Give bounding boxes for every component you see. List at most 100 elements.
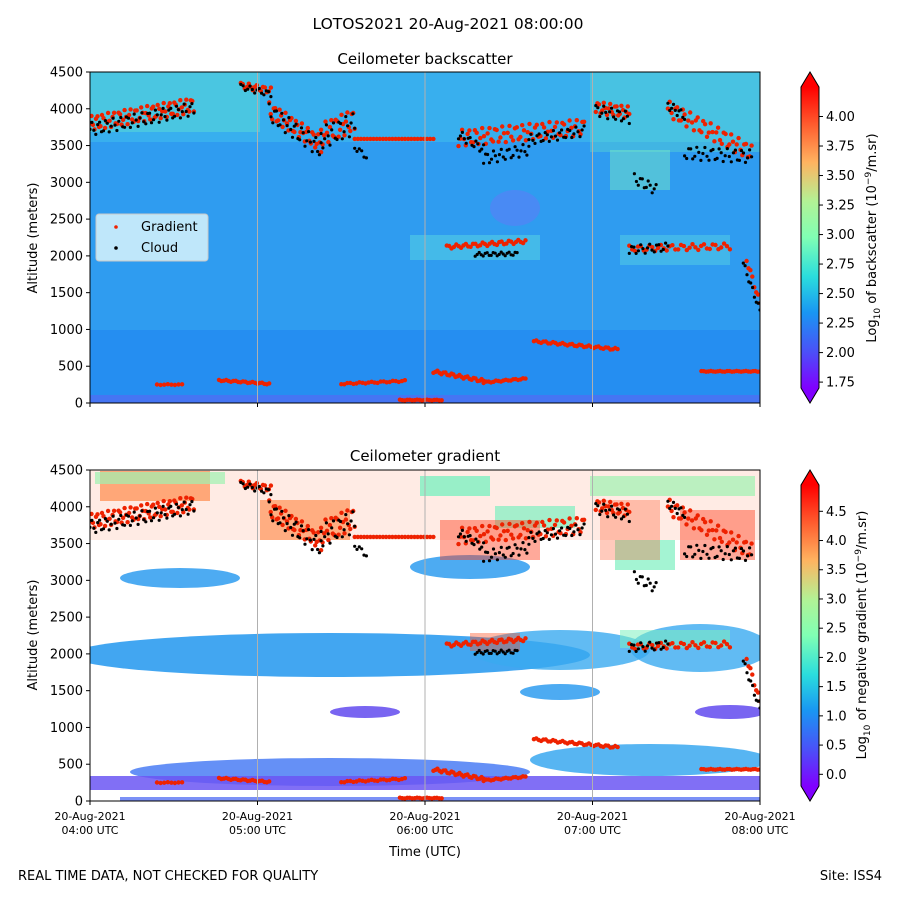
gradient-marker [175, 510, 180, 516]
cloud-marker [683, 154, 687, 158]
cloud-marker [729, 558, 733, 562]
gradient-marker [520, 521, 525, 526]
gradient-marker [323, 517, 328, 522]
cloud-marker [98, 120, 102, 124]
cloud-marker [482, 143, 486, 147]
cloud-marker [515, 649, 519, 653]
cloud-marker [178, 514, 182, 518]
cloud-marker [707, 556, 711, 560]
cloud-marker [619, 119, 624, 123]
cloud-marker [537, 132, 541, 136]
gradient-marker [503, 537, 508, 543]
gradient-marker [167, 499, 172, 504]
gradient-marker [361, 534, 367, 540]
cloud-marker [163, 513, 167, 517]
gradient-marker [145, 501, 150, 507]
cloud-marker [699, 158, 703, 162]
gradient-marker [154, 382, 160, 387]
x-tick-time: 04:00 UTC [61, 824, 118, 837]
y-tick-label: 2500 [50, 611, 83, 626]
gradient-marker [615, 346, 620, 352]
cloud-marker [547, 537, 551, 542]
gradient-marker [428, 136, 433, 142]
cloud-marker [715, 156, 719, 160]
cloud-marker [113, 521, 117, 525]
cloud-marker [477, 250, 481, 255]
gradient-marker [148, 515, 153, 520]
cloud-marker [353, 126, 357, 130]
cloud-marker [501, 553, 505, 557]
cloud-marker [474, 537, 478, 541]
gradient-marker [543, 534, 549, 539]
gradient-marker [327, 522, 333, 528]
cloud-marker [507, 147, 511, 151]
cloud-marker [267, 500, 271, 504]
gradient-marker [505, 528, 510, 533]
gradient-marker [345, 508, 350, 513]
gradient-marker [699, 528, 704, 533]
cloud-marker [661, 645, 665, 650]
cloud-marker [462, 535, 466, 539]
cloud-marker [155, 113, 159, 117]
gradient-marker [134, 506, 139, 511]
gradient-marker [117, 510, 123, 515]
gradient-marker [514, 523, 519, 528]
cloud-marker [648, 581, 652, 585]
cloud-marker [650, 646, 654, 650]
gradient-marker [710, 129, 715, 135]
cloud-marker [142, 518, 146, 522]
cloud-marker [578, 533, 582, 537]
cloud-marker [507, 250, 511, 254]
cloud-marker [553, 532, 558, 536]
cloud-marker [596, 106, 600, 110]
cloud-marker [326, 134, 330, 138]
cloud-marker [241, 84, 245, 88]
cloud-marker [654, 581, 658, 585]
colorbar-tick-label: 2.50 [826, 287, 855, 302]
cloud-marker [614, 117, 618, 121]
cloud-marker [705, 154, 709, 158]
gradient-marker [95, 114, 100, 119]
gradient-marker [468, 244, 473, 249]
cloud-marker [262, 491, 266, 495]
cloud-marker [654, 183, 658, 187]
cloud-marker [598, 114, 602, 119]
gradient-marker [719, 643, 724, 648]
gradient-marker [254, 83, 259, 88]
cloud-marker [493, 552, 497, 556]
gradient-marker [399, 136, 405, 142]
cloud-marker [328, 143, 332, 147]
cloud-marker [645, 644, 650, 648]
cloud-marker [643, 649, 647, 653]
cloud-marker [169, 106, 173, 110]
cloud-marker [481, 254, 485, 258]
cloud-marker [281, 516, 286, 520]
cloud-marker [659, 249, 663, 253]
cloud-marker [130, 121, 134, 125]
cloud-marker [652, 585, 656, 589]
gradient-marker [406, 136, 411, 142]
gradient-marker [139, 503, 144, 508]
gradient-marker [596, 102, 602, 107]
cloud-marker [140, 111, 144, 115]
gradient-marker [336, 532, 341, 537]
cloud-marker [560, 128, 564, 132]
cloud-marker [267, 488, 271, 492]
gradient-marker [157, 504, 162, 509]
gradient-marker [650, 245, 655, 250]
y-tick-label: 500 [58, 360, 83, 375]
gradient-marker [686, 118, 691, 123]
cloud-marker [468, 136, 472, 140]
cloud-marker [342, 528, 346, 532]
cloud-marker [149, 519, 154, 523]
cloud-marker [519, 149, 523, 153]
cloud-marker [464, 539, 468, 543]
gradient-marker [380, 136, 386, 142]
cloud-marker [98, 518, 102, 522]
cloud-marker [347, 135, 351, 139]
gradient-marker [715, 523, 721, 528]
cloud-marker [627, 649, 631, 654]
gradient-colorbar-extend-min [801, 786, 819, 801]
gradient-marker [172, 382, 178, 388]
gradient-marker [321, 531, 327, 536]
